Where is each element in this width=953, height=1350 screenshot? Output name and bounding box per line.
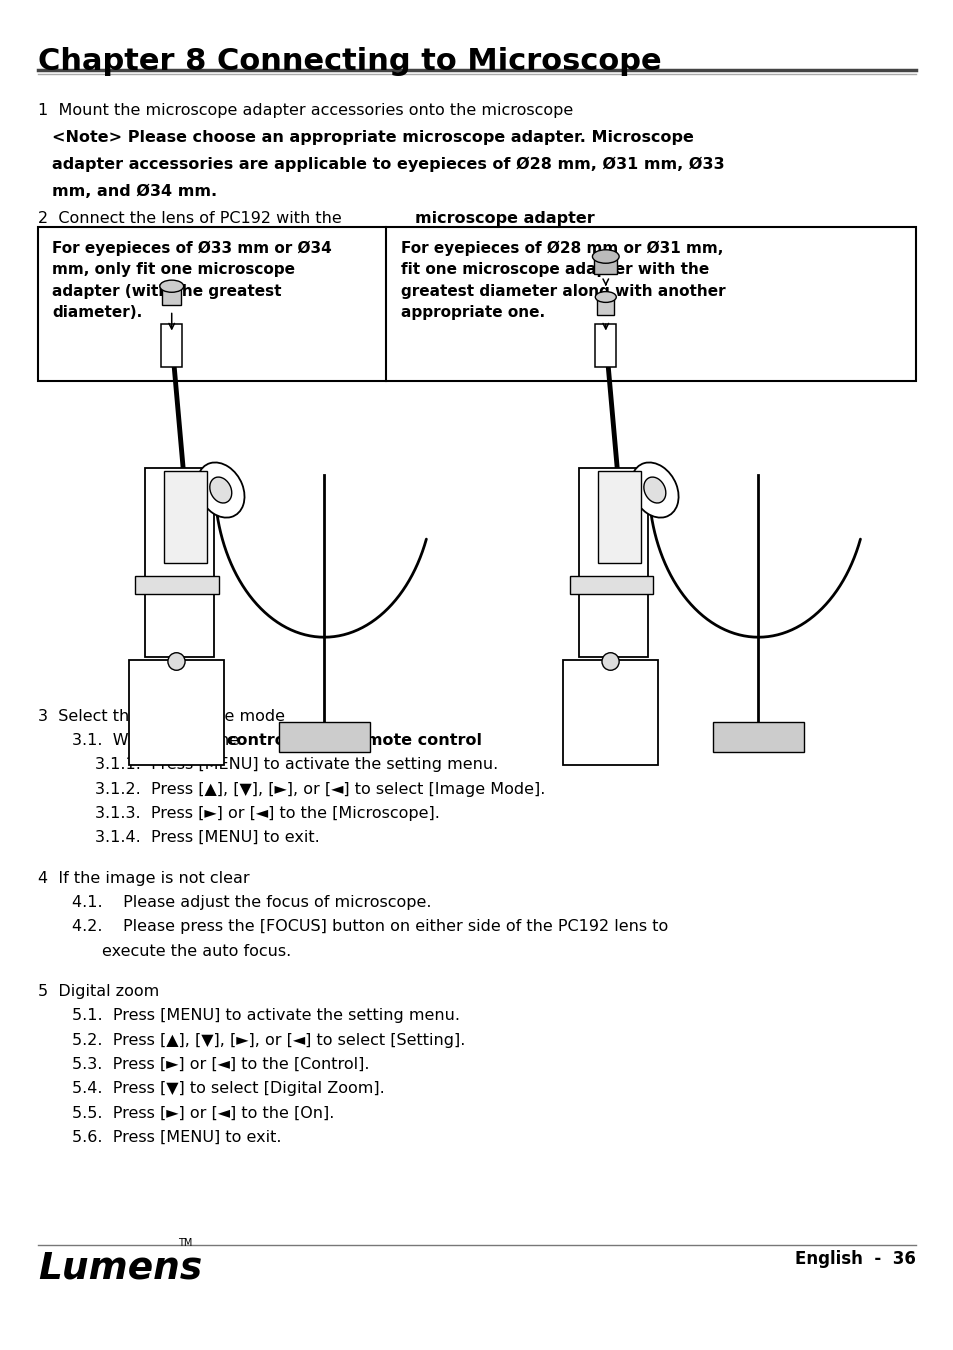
Bar: [129, 660, 224, 765]
Text: Lumens: Lumens: [38, 1250, 202, 1287]
Ellipse shape: [643, 477, 665, 504]
Text: 5.6.  Press [MENU] to exit.: 5.6. Press [MENU] to exit.: [71, 1130, 281, 1145]
Text: 5  Digital zoom: 5 Digital zoom: [38, 984, 159, 999]
Bar: [162, 286, 181, 305]
Ellipse shape: [168, 653, 185, 671]
Bar: [595, 324, 616, 367]
Text: microscope adapter: microscope adapter: [415, 211, 594, 225]
Text: 1  Mount the microscope adapter accessories onto the microscope: 1 Mount the microscope adapter accessori…: [38, 103, 573, 117]
Text: adapter accessories are applicable to eyepieces of Ø28 mm, Ø31 mm, Ø33: adapter accessories are applicable to ey…: [52, 157, 724, 171]
Ellipse shape: [197, 463, 244, 517]
Text: Chapter 8 Connecting to Microscope: Chapter 8 Connecting to Microscope: [38, 47, 661, 76]
Bar: [594, 256, 617, 274]
Bar: [164, 471, 207, 563]
Bar: [135, 576, 219, 594]
Bar: [569, 576, 653, 594]
Text: or: or: [318, 733, 345, 748]
Ellipse shape: [595, 292, 616, 302]
Text: 2  Connect the lens of PC192 with the: 2 Connect the lens of PC192 with the: [38, 211, 347, 225]
Bar: [278, 722, 370, 752]
Text: remote control: remote control: [347, 733, 482, 748]
Text: 3  Select the Microscope mode: 3 Select the Microscope mode: [38, 709, 285, 724]
Bar: [578, 468, 647, 657]
Text: 3.1.2.  Press [▲], [▼], [►], or [◄] to select [Image Mode].: 3.1.2. Press [▲], [▼], [►], or [◄] to se…: [95, 782, 545, 796]
Ellipse shape: [210, 477, 232, 504]
Text: 3.1.3.  Press [►] or [◄] to the [Microscope].: 3.1.3. Press [►] or [◄] to the [Microsco…: [95, 806, 440, 821]
Text: 4.2.    Please press the [FOCUS] button on either side of the PC192 lens to: 4.2. Please press the [FOCUS] button on …: [71, 919, 667, 934]
Bar: [145, 468, 213, 657]
Bar: [597, 297, 614, 315]
Ellipse shape: [592, 250, 618, 263]
Bar: [161, 324, 182, 367]
Text: 3.1.4.  Press [MENU] to exit.: 3.1.4. Press [MENU] to exit.: [95, 830, 320, 845]
Text: 5.2.  Press [▲], [▼], [►], or [◄] to select [Setting].: 5.2. Press [▲], [▼], [►], or [◄] to sele…: [71, 1033, 464, 1048]
Text: mm, and Ø34 mm.: mm, and Ø34 mm.: [52, 184, 217, 198]
Text: 3.1.1.  Press [MENU] to activate the setting menu.: 3.1.1. Press [MENU] to activate the sett…: [95, 757, 498, 772]
Ellipse shape: [159, 281, 183, 293]
Bar: [598, 471, 640, 563]
Text: <Note> Please choose an appropriate microscope adapter. Microscope: <Note> Please choose an appropriate micr…: [52, 130, 694, 144]
Text: TM: TM: [178, 1238, 193, 1247]
Bar: [712, 722, 803, 752]
Text: control panel: control panel: [227, 733, 347, 748]
Bar: [562, 660, 658, 765]
Text: 5.3.  Press [►] or [◄] to the [Control].: 5.3. Press [►] or [◄] to the [Control].: [71, 1057, 369, 1072]
Text: 4  If the image is not clear: 4 If the image is not clear: [38, 871, 250, 886]
Text: 4.1.    Please adjust the focus of microscope.: 4.1. Please adjust the focus of microsco…: [71, 895, 431, 910]
Text: 3.1.  When using the: 3.1. When using the: [71, 733, 244, 748]
Text: execute the auto focus.: execute the auto focus.: [102, 944, 291, 958]
Text: 5.4.  Press [▼] to select [Digital Zoom].: 5.4. Press [▼] to select [Digital Zoom].: [71, 1081, 384, 1096]
Text: English  -  36: English - 36: [794, 1250, 915, 1268]
Ellipse shape: [631, 463, 678, 517]
Text: For eyepieces of Ø33 mm or Ø34
mm, only fit one microscope
adapter (with the gre: For eyepieces of Ø33 mm or Ø34 mm, only …: [52, 240, 332, 320]
Text: For eyepieces of Ø28 mm or Ø31 mm,
fit one microscope adapter with the
greatest : For eyepieces of Ø28 mm or Ø31 mm, fit o…: [400, 240, 724, 320]
Bar: [38, 227, 915, 381]
Text: 5.1.  Press [MENU] to activate the setting menu.: 5.1. Press [MENU] to activate the settin…: [71, 1008, 459, 1023]
Text: 5.5.  Press [►] or [◄] to the [On].: 5.5. Press [►] or [◄] to the [On].: [71, 1106, 334, 1120]
Ellipse shape: [601, 653, 618, 671]
